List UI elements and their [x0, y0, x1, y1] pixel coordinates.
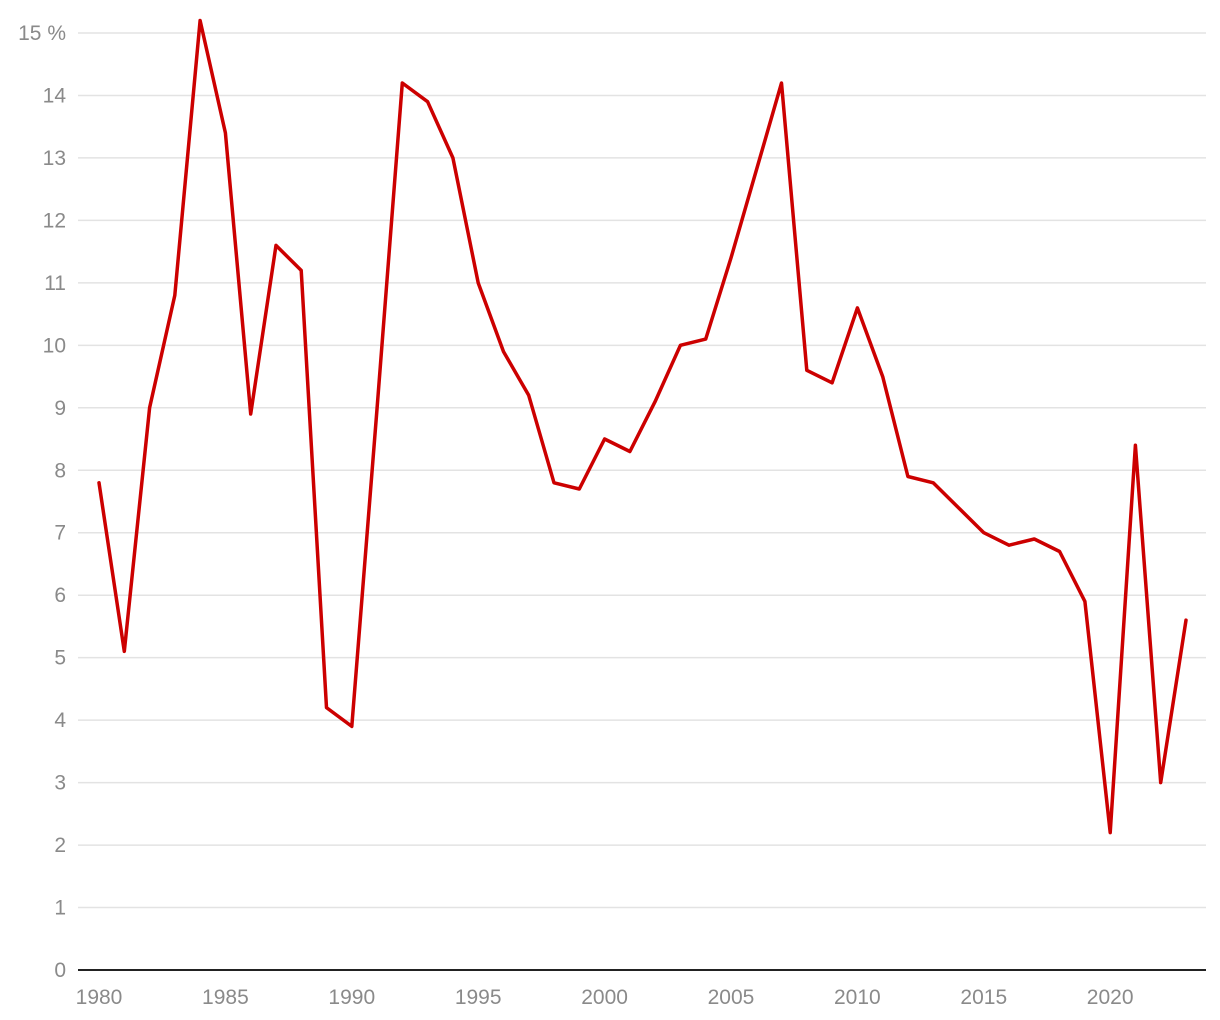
series-line — [97, 18, 1188, 835]
y-tick-label: 8 — [54, 459, 66, 482]
x-tick-label: 2015 — [960, 986, 1007, 1009]
x-tick-label: 2005 — [708, 986, 755, 1009]
x-tick-label: 1985 — [202, 986, 249, 1009]
y-tick-label: 10 — [43, 334, 66, 357]
x-tick-label: 2010 — [834, 986, 881, 1009]
x-tick-label: 2020 — [1087, 986, 1134, 1009]
y-tick-label: 6 — [54, 584, 66, 607]
y-tick-label: 15 % — [18, 22, 66, 45]
y-tick-label: 9 — [54, 397, 66, 420]
y-tick-label: 2 — [54, 834, 66, 857]
y-tick-label: 1 — [54, 897, 66, 920]
series-layer — [97, 18, 1188, 835]
x-tick-label: 1995 — [455, 986, 502, 1009]
y-tick-label: 12 — [43, 209, 66, 232]
gridlines — [78, 32, 1206, 909]
x-tick-label: 2000 — [581, 986, 628, 1009]
x-tick-label: 1990 — [328, 986, 375, 1009]
y-tick-label: 11 — [44, 272, 66, 295]
y-tick-label: 13 — [43, 147, 66, 170]
y-tick-label: 5 — [54, 647, 66, 670]
x-tick-label: 1980 — [76, 986, 123, 1009]
y-tick-label: 0 — [54, 959, 66, 982]
x-axis-tick-labels: 1980 1985 1990 1995 2000 2005 2010 2015 2020 — [76, 986, 1134, 1009]
y-tick-label: 3 — [54, 772, 66, 795]
y-tick-label: 4 — [54, 709, 66, 732]
y-tick-label: 7 — [54, 522, 66, 545]
y-tick-label: 14 — [43, 84, 67, 107]
